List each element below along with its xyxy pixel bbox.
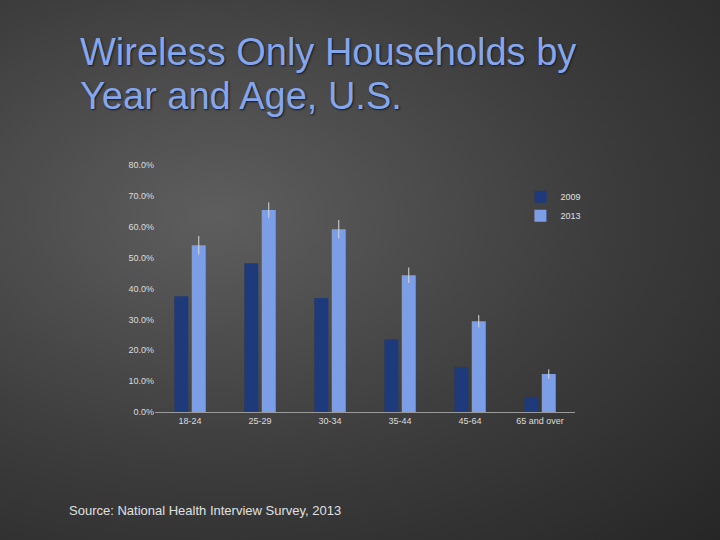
- svg-text:70.0%: 70.0%: [128, 191, 154, 201]
- svg-text:30-34: 30-34: [318, 416, 341, 426]
- svg-text:2013: 2013: [560, 211, 580, 221]
- svg-text:18-24: 18-24: [178, 416, 201, 426]
- svg-text:80.0%: 80.0%: [128, 160, 154, 170]
- svg-text:0.0%: 0.0%: [133, 407, 154, 417]
- svg-text:10.0%: 10.0%: [128, 376, 154, 386]
- html-text:Wireless Only Households by Ye: Wireless Only Households by Year and Age…: [80, 31, 577, 117]
- svg-text:30.0%: 30.0%: [128, 315, 154, 325]
- svg-text:40.0%: 40.0%: [128, 284, 154, 294]
- svg-text:25-29: 25-29: [248, 416, 271, 426]
- svg-text:65 and over: 65 and over: [516, 416, 564, 426]
- svg-text:Source: National Health Interv: Source: National Health Interview Survey…: [69, 503, 341, 518]
- svg-text:20.0%: 20.0%: [128, 345, 154, 355]
- svg-text:2009: 2009: [560, 192, 580, 202]
- svg-text:60.0%: 60.0%: [128, 222, 154, 232]
- svg-text:45-64: 45-64: [458, 416, 481, 426]
- svg-text:50.0%: 50.0%: [128, 253, 154, 263]
- svg-text:35-44: 35-44: [388, 416, 411, 426]
